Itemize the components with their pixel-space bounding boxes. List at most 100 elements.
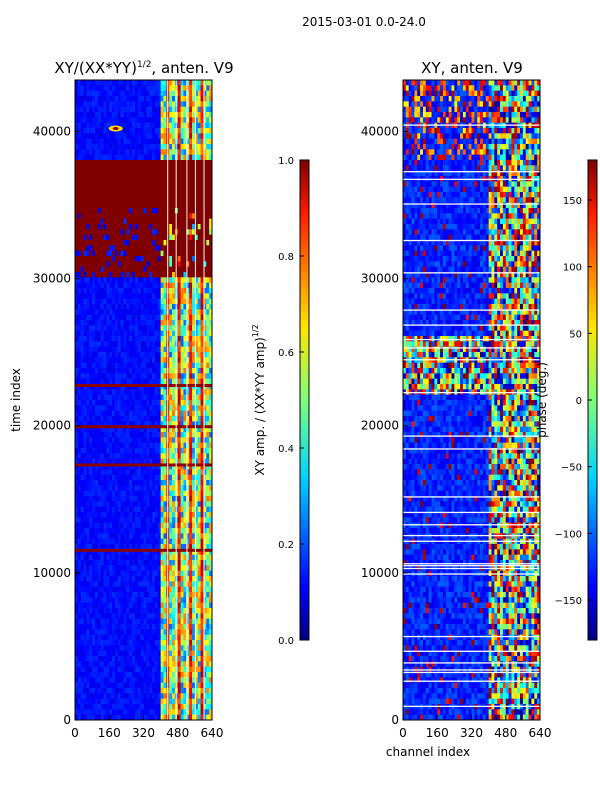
amplitude-cell (137, 362, 142, 369)
amplitude-cell (134, 602, 139, 609)
amplitude-cell (172, 325, 176, 332)
amplitude-cell (112, 533, 116, 540)
amplitude-cell (186, 170, 190, 177)
amplitude-cell (92, 624, 96, 630)
amplitude-cell (103, 544, 107, 550)
amplitude-cell (112, 613, 116, 620)
amplitude-cell (163, 448, 167, 454)
amplitude-cell (83, 522, 87, 529)
amplitude-cell (89, 528, 93, 534)
amplitude-cell (183, 624, 187, 630)
amplitude-cell (192, 490, 196, 497)
amplitude-cell (143, 181, 147, 188)
amplitude-cell (120, 309, 124, 316)
amplitude-cell (209, 400, 213, 406)
amplitude-cell (112, 213, 116, 220)
amplitude-cell (197, 437, 201, 444)
amplitude-cell (114, 394, 119, 401)
amplitude-cell (163, 218, 167, 225)
amplitude-cell (134, 176, 139, 182)
amplitude-cell (152, 330, 156, 337)
amplitude-cell (169, 517, 173, 524)
amplitude-cell (183, 437, 187, 444)
amplitude-cell (89, 80, 93, 86)
amplitude-cell (77, 149, 82, 156)
amplitude-cell (206, 346, 210, 353)
amplitude-cell (172, 378, 176, 385)
amplitude-cell (123, 197, 127, 204)
amplitude-cell (103, 458, 107, 465)
amplitude-cell (203, 320, 207, 326)
amplitude-cell (129, 160, 133, 166)
amplitude-cell (149, 106, 153, 113)
amplitude-cell (120, 80, 124, 86)
amplitude-cell (92, 197, 96, 204)
amplitude-cell (117, 608, 122, 614)
amplitude-cell (143, 469, 147, 476)
amplitude-cell (123, 560, 127, 566)
amplitude-cell (132, 613, 136, 620)
amplitude-cell (92, 282, 96, 289)
amplitude-cell (80, 90, 84, 97)
amplitude-cell (197, 304, 201, 310)
amplitude-cell (203, 437, 207, 444)
amplitude-cell (132, 154, 136, 161)
amplitude-cell (100, 336, 104, 342)
amplitude-cell (86, 442, 90, 449)
amplitude-cell (177, 592, 181, 598)
amplitude-cell (112, 373, 116, 380)
amplitude-cell (177, 293, 181, 300)
amplitude-cell (132, 608, 136, 614)
amplitude-cell (172, 288, 176, 294)
amplitude-cell (83, 394, 87, 401)
amplitude-cell (86, 330, 90, 337)
amplitude-cell (172, 229, 176, 236)
amplitude-cell (203, 442, 207, 449)
amplitude-cell (117, 549, 122, 556)
amplitude-cell (75, 117, 79, 124)
amplitude-cell (137, 565, 142, 572)
amplitude-cell (106, 629, 110, 636)
amplitude-cell (123, 186, 127, 193)
amplitude-cell (206, 288, 210, 294)
amplitude-cell (100, 368, 104, 374)
amplitude-cell (132, 261, 136, 268)
amplitude-cell (83, 234, 87, 241)
amplitude-cell (97, 570, 102, 577)
amplitude-cell (120, 624, 124, 630)
amplitude-cell (154, 122, 159, 129)
amplitude-cell (192, 368, 196, 374)
amplitude-cell (120, 320, 124, 326)
amplitude-cell (123, 357, 127, 364)
amplitude-cell (189, 85, 193, 92)
amplitude-cell (86, 192, 90, 198)
amplitude-cell (112, 474, 116, 481)
amplitude-cell (117, 149, 122, 156)
amplitude-cell (183, 570, 187, 577)
amplitude-cell (77, 261, 82, 268)
amplitude-cell (149, 368, 153, 374)
amplitude-cell (109, 394, 113, 401)
amplitude-cell (140, 496, 144, 502)
amplitude-cell (160, 474, 164, 481)
amplitude-cell (177, 336, 181, 342)
amplitude-cell (154, 261, 159, 268)
amplitude-cell (194, 144, 199, 150)
amplitude-cell (200, 432, 204, 438)
amplitude-cell (132, 544, 136, 550)
amplitude-cell (149, 165, 153, 172)
amplitude-cell (180, 560, 184, 566)
amplitude-cell (94, 144, 99, 150)
amplitude-cell (172, 165, 176, 172)
amplitude-cell (160, 576, 164, 582)
amplitude-cell (100, 442, 104, 449)
amplitude-cell (180, 117, 184, 124)
amplitude-cell (209, 144, 213, 150)
amplitude-cell (89, 250, 93, 257)
amplitude-cell (149, 101, 153, 108)
amplitude-cell (152, 373, 156, 380)
amplitude-cell (97, 85, 102, 92)
amplitude-cell (194, 325, 199, 332)
amplitude-cell (123, 170, 127, 177)
amplitude-cell (154, 181, 159, 188)
